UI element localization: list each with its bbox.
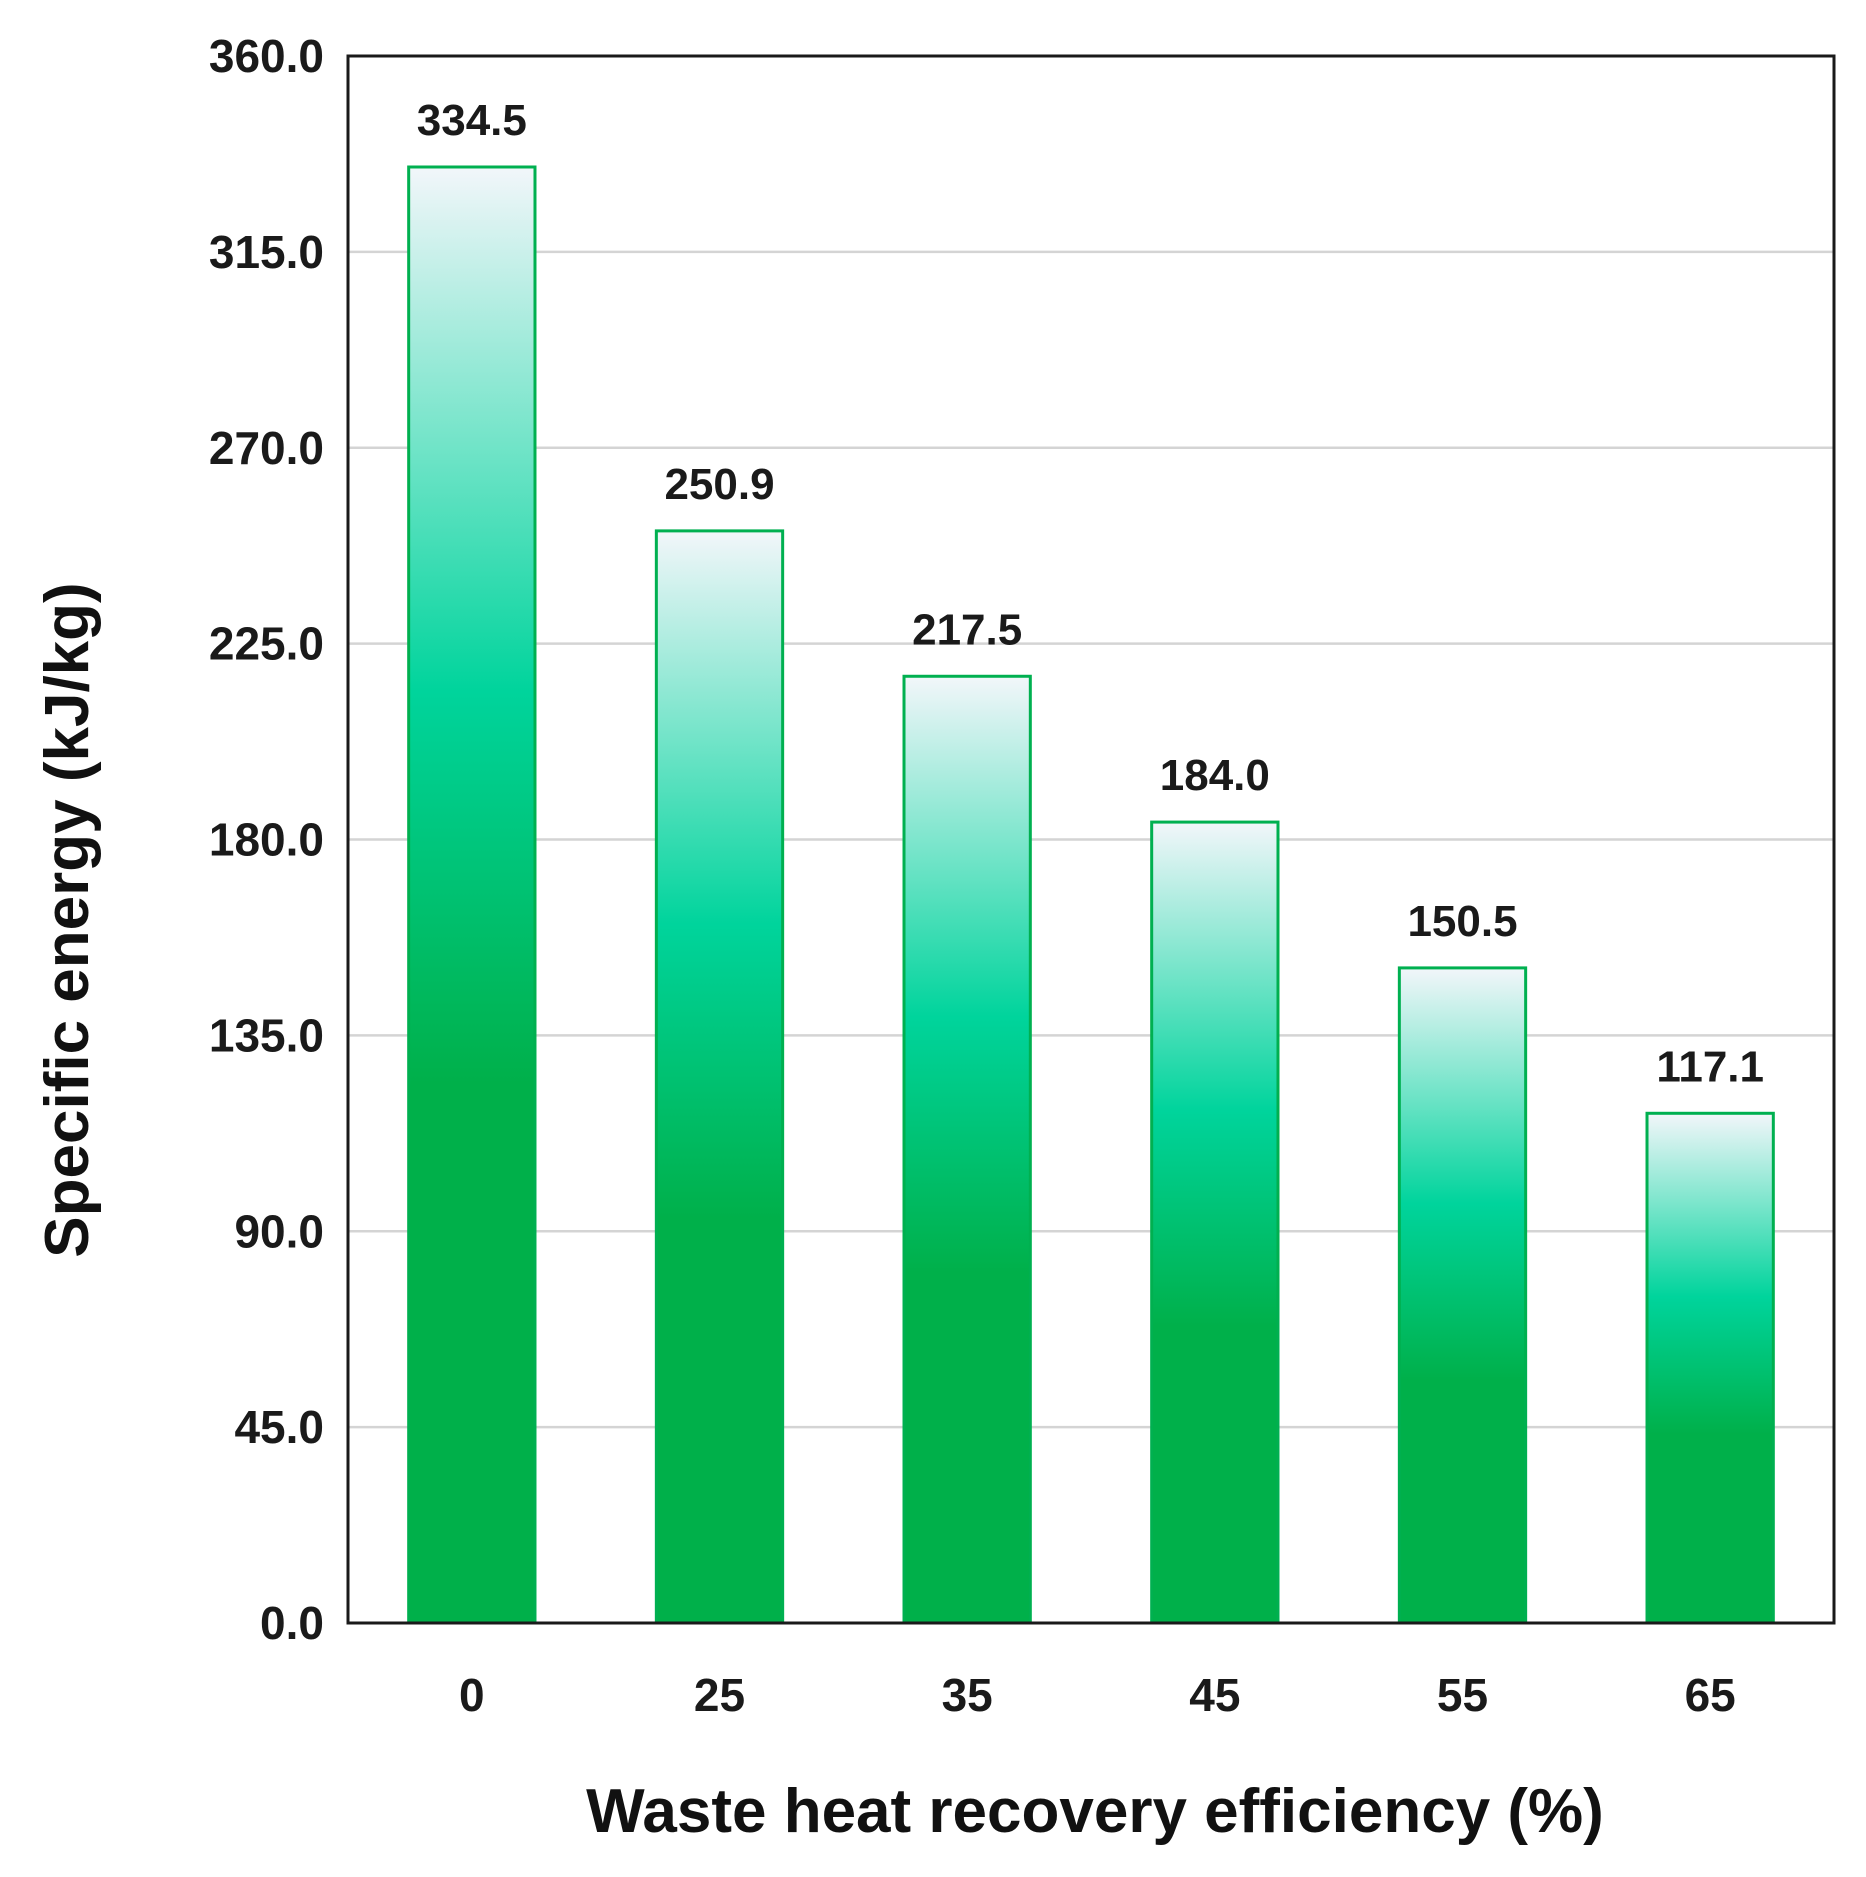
bar — [654, 529, 785, 1625]
x-tick-label: 65 — [1685, 1669, 1736, 1721]
data-label: 217.5 — [912, 605, 1022, 654]
y-tick-label: 270.0 — [209, 422, 324, 474]
x-tick-label: 0 — [459, 1669, 485, 1721]
gridlines — [348, 250, 1834, 1429]
data-label: 117.1 — [1656, 1042, 1764, 1091]
y-tick-label: 90.0 — [234, 1205, 324, 1257]
bar — [1397, 966, 1528, 1625]
bar — [407, 165, 537, 1625]
data-label: 334.5 — [417, 96, 527, 145]
y-tick-label: 135.0 — [209, 1009, 324, 1061]
bars — [407, 165, 1775, 1625]
y-tick-label: 315.0 — [209, 226, 324, 278]
bar — [1645, 1111, 1775, 1625]
bar — [1150, 820, 1280, 1625]
y-axis-title: Specific energy (kJ/kg) — [33, 582, 102, 1257]
data-label: 184.0 — [1160, 751, 1270, 800]
x-tick-label: 25 — [694, 1669, 745, 1721]
y-tick-label: 360.0 — [209, 30, 324, 82]
data-label: 150.5 — [1407, 897, 1517, 946]
y-tick-label: 225.0 — [209, 618, 324, 670]
y-tick-label: 45.0 — [234, 1401, 324, 1453]
axes — [346, 54, 1836, 1625]
y-tick-label: 180.0 — [209, 814, 324, 866]
labels: 0.0 45.0 90.0 135.0 180.0 225.0 270.0 315.0 360.… — [209, 30, 1764, 1721]
x-tick-label: 55 — [1437, 1669, 1488, 1721]
plot-frame — [346, 54, 1836, 1625]
x-tick-label: 45 — [1189, 1669, 1240, 1721]
x-tick-label: 35 — [942, 1669, 993, 1721]
y-tick-label: 0.0 — [260, 1597, 324, 1649]
data-label: 250.9 — [664, 460, 774, 509]
x-axis-title: Waste heat recovery efficiency (%) — [586, 1777, 1604, 1846]
bar — [902, 674, 1032, 1625]
